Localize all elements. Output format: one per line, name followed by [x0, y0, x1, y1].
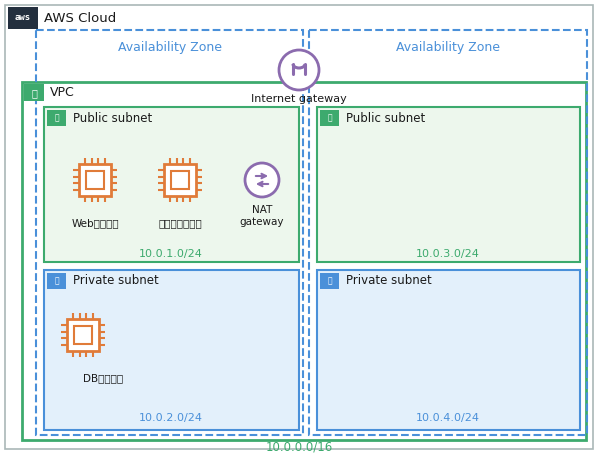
FancyBboxPatch shape [320, 110, 339, 126]
Circle shape [245, 163, 279, 197]
Circle shape [279, 50, 319, 90]
FancyBboxPatch shape [164, 164, 196, 196]
Text: Private subnet: Private subnet [73, 275, 158, 287]
Text: AWS Cloud: AWS Cloud [44, 11, 116, 25]
FancyBboxPatch shape [74, 326, 92, 344]
FancyBboxPatch shape [47, 273, 66, 289]
FancyBboxPatch shape [24, 84, 44, 101]
Text: 🔒: 🔒 [327, 114, 332, 123]
Text: Availability Zone: Availability Zone [396, 41, 500, 54]
FancyBboxPatch shape [171, 171, 189, 189]
FancyBboxPatch shape [47, 110, 66, 126]
Text: Public subnet: Public subnet [73, 112, 152, 124]
Text: 踏み台サーバー: 踏み台サーバー [158, 218, 202, 228]
Text: NAT
gateway: NAT gateway [240, 205, 284, 227]
Text: 10.0.4.0/24: 10.0.4.0/24 [416, 413, 480, 423]
Text: ⛅: ⛅ [31, 88, 37, 98]
Text: DBサーバー: DBサーバー [83, 373, 123, 383]
FancyBboxPatch shape [67, 319, 99, 351]
Text: Public subnet: Public subnet [346, 112, 425, 124]
FancyBboxPatch shape [317, 270, 580, 430]
Text: 🔒: 🔒 [327, 276, 332, 286]
FancyBboxPatch shape [8, 7, 38, 29]
Text: aws: aws [15, 14, 31, 23]
FancyBboxPatch shape [320, 273, 339, 289]
Text: 10.0.2.0/24: 10.0.2.0/24 [139, 413, 203, 423]
FancyBboxPatch shape [44, 107, 299, 262]
FancyBboxPatch shape [44, 270, 299, 430]
FancyBboxPatch shape [86, 171, 104, 189]
Text: 🔒: 🔒 [54, 114, 59, 123]
Text: Webサーバー: Webサーバー [71, 218, 119, 228]
Text: VPC: VPC [50, 85, 75, 99]
Text: Internet gateway: Internet gateway [251, 94, 347, 104]
FancyBboxPatch shape [79, 164, 111, 196]
Text: 10.0.1.0/24: 10.0.1.0/24 [139, 249, 203, 259]
Text: Availability Zone: Availability Zone [118, 41, 222, 54]
Text: 🔒: 🔒 [54, 276, 59, 286]
Text: 10.0.0.0/16: 10.0.0.0/16 [266, 440, 332, 454]
Text: Private subnet: Private subnet [346, 275, 432, 287]
FancyBboxPatch shape [5, 5, 593, 449]
Text: 10.0.3.0/24: 10.0.3.0/24 [416, 249, 480, 259]
FancyBboxPatch shape [317, 107, 580, 262]
FancyBboxPatch shape [22, 82, 586, 440]
